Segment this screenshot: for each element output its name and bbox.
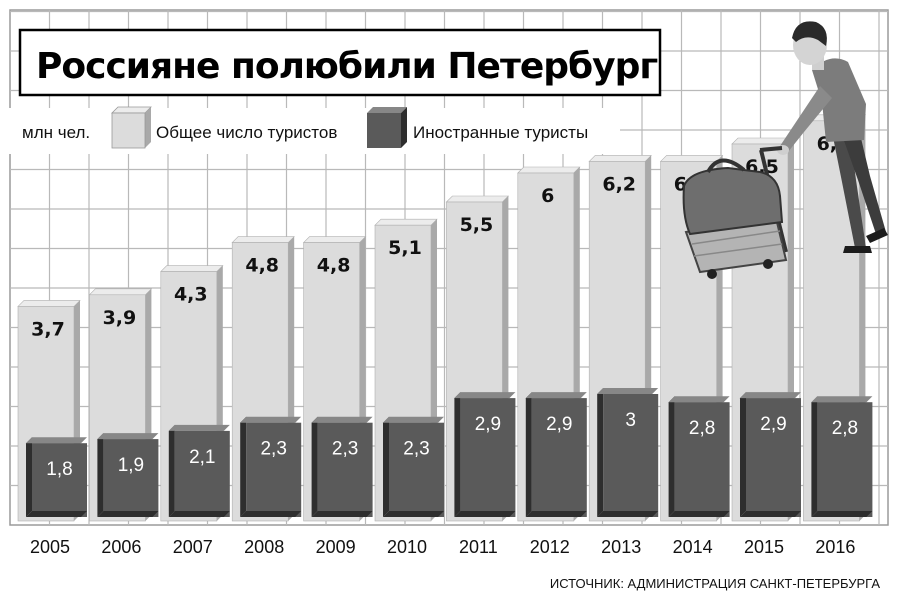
legend-label-total: Общее число туристов — [156, 123, 337, 142]
legend: млн чел. Общее число туристов Иностранны… — [0, 106, 620, 154]
x-tick-2015: 2015 — [744, 537, 784, 557]
bar-foreign-2009 — [311, 416, 373, 517]
bar-foreign-2014 — [668, 396, 730, 517]
x-tick-2012: 2012 — [530, 537, 570, 557]
label-total-2010: 5,1 — [388, 237, 422, 259]
bar-foreign-2011 — [454, 392, 516, 517]
label-foreign-2007: 2,1 — [189, 447, 215, 468]
x-tick-2014: 2014 — [673, 537, 713, 557]
x-tick-2009: 2009 — [316, 537, 356, 557]
grid-frame — [9, 9, 889, 526]
source-note: ИСТОЧНИК: АДМИНИСТРАЦИЯ САНКТ-ПЕТЕРБУРГА — [550, 576, 880, 591]
label-foreign-2012: 2,9 — [546, 414, 572, 435]
label-foreign-2005: 1,8 — [46, 459, 72, 480]
bar-foreign-2008 — [240, 416, 302, 517]
legend-label-foreign: Иностранные туристы — [413, 123, 588, 142]
label-total-2006: 3,9 — [103, 307, 137, 329]
x-tick-2010: 2010 — [387, 537, 427, 557]
bar-foreign-2015 — [740, 392, 801, 517]
legend-swatch-total — [111, 106, 152, 149]
label-foreign-2013: 3 — [625, 410, 636, 431]
x-tick-2008: 2008 — [244, 537, 284, 557]
x-tick-2006: 2006 — [101, 537, 141, 557]
x-tick-2016: 2016 — [815, 537, 855, 557]
x-tick-2005: 2005 — [30, 537, 70, 557]
label-foreign-2008: 2,3 — [260, 439, 286, 460]
label-foreign-2015: 2,9 — [760, 414, 786, 435]
label-total-2005: 3,7 — [31, 318, 65, 340]
x-tick-2007: 2007 — [173, 537, 213, 557]
label-foreign-2014: 2,8 — [689, 418, 715, 439]
label-total-2012: 6 — [541, 185, 554, 207]
label-total-2007: 4,3 — [174, 284, 208, 306]
label-foreign-2010: 2,3 — [403, 439, 429, 460]
label-total-2011: 5,5 — [460, 214, 494, 236]
label-total-2013: 6,2 — [602, 173, 636, 195]
title-box: Россияне полюбили Петербург — [18, 28, 662, 97]
label-foreign-2016: 2,8 — [832, 418, 858, 439]
bar-foreign-2016 — [811, 396, 873, 517]
bar-foreign-2005 — [26, 437, 87, 517]
x-axis-labels: 2005 2006 2007 2008 2009 2010 2011 2012 2013 2014… — [30, 537, 855, 557]
label-foreign-2006: 1,9 — [118, 455, 144, 476]
label-foreign-2009: 2,3 — [332, 439, 358, 460]
bar-foreign-2007 — [168, 424, 230, 517]
label-foreign-2011: 2,9 — [475, 414, 501, 435]
bar-foreign-2013 — [597, 388, 659, 517]
unit-label: млн чел. — [22, 123, 90, 142]
traveler-illustration — [682, 21, 888, 279]
label-total-2008: 4,8 — [245, 255, 279, 277]
chart-title: Россияне полюбили Петербург — [36, 46, 657, 87]
label-total-2009: 4,8 — [317, 255, 351, 277]
bar-foreign-2010 — [383, 416, 444, 517]
bar-foreign-2012 — [525, 392, 587, 517]
legend-swatch-foreign — [367, 107, 407, 148]
bar-foreign-2006 — [97, 433, 159, 517]
x-tick-2011: 2011 — [459, 537, 498, 557]
x-tick-2013: 2013 — [601, 537, 641, 557]
